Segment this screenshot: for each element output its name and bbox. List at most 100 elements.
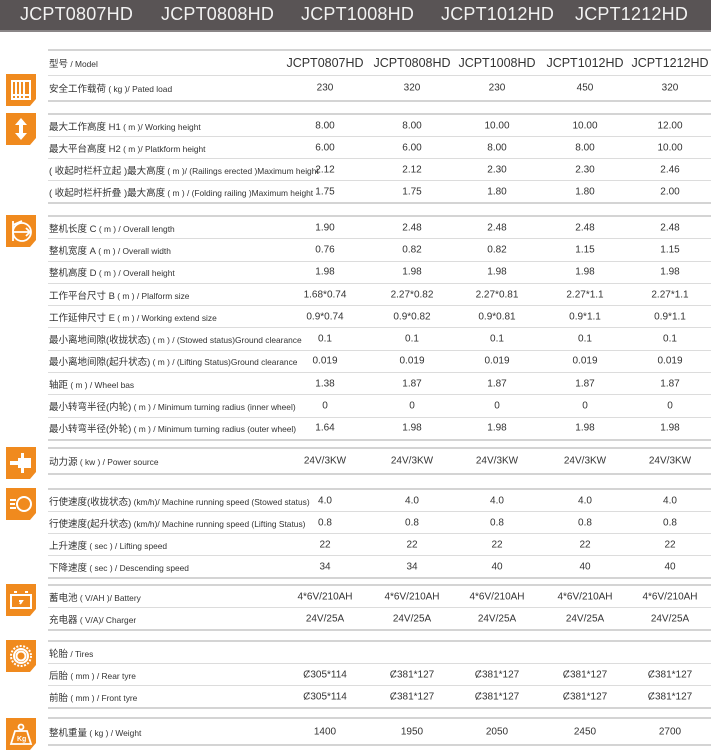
spec-label-en: (km/h)/ Machine running speed (Lifting S… [131, 518, 306, 529]
spec-value: 1.98 [487, 422, 507, 434]
spec-label-en: ( m ) / Overall length [96, 223, 175, 234]
spec-row: 动力源 ( kw ) / Power source 24V/3KW 24V/3KW 2… [48, 449, 711, 473]
spec-value: 1.80 [575, 186, 595, 197]
spec-label: 整机重量 ( kg ) / Weight [49, 725, 141, 739]
spec-value: JCPT0808HD [373, 56, 451, 70]
spec-label-en: ( V/A)/ Charger [77, 614, 137, 625]
spec-value: 1.98 [402, 422, 422, 434]
spec-value: 0 [582, 400, 588, 412]
spec-label-en: ( mm ) / Rear tyre [68, 670, 136, 681]
spec-label-cn: 充电器 [49, 614, 78, 626]
weight-kg-icon: Kg [6, 718, 36, 750]
spec-label-en: ( m ) / Plalform size [114, 290, 190, 301]
spec-value: 4*6V/210AH [469, 591, 525, 602]
spec-value: 1.98 [315, 266, 335, 278]
spec-value: 4*6V/210AH [384, 591, 440, 602]
spec-value: 2.12 [402, 164, 422, 175]
spec-group: 动力源 ( kw ) / Power source 24V/3KW 24V/3KW 2… [0, 447, 711, 479]
spec-value: 22 [579, 539, 591, 550]
spec-label-cn: 动力源 [49, 457, 78, 468]
spec-value: 24V/3KW [563, 455, 607, 467]
spec-row: ( 收起时栏杆立起 )最大高度 ( m )/ (Railings erected… [48, 158, 711, 180]
spec-value: 1.87 [402, 378, 422, 390]
spec-value: JCPT1212HD [631, 56, 709, 70]
spec-label-en: ( m ) / (Lifting Status)Ground clearance [150, 357, 298, 368]
spec-value: 230 [488, 82, 506, 94]
spec-label-cn: 轮胎 [49, 648, 69, 660]
spec-value: 4.0 [578, 495, 592, 506]
spec-row: 轴距 ( m ) / Wheel bas 1.38 1.87 1.87 1.87 1.87 [48, 372, 711, 394]
spec-value: 4.0 [663, 495, 677, 506]
spec-label-cn: 最小离地间隙(起升状态) [49, 357, 151, 369]
spec-row: 最小离地间隙(起升状态) ( m ) / (Lifting Status)Gro… [48, 349, 711, 372]
spec-label-en: ( m ) / (Folding railing )Maximum height [165, 187, 314, 198]
spec-label-cn: ( 收起时栏杆折叠 )最大高度 [49, 187, 166, 199]
tire-icon [6, 640, 36, 672]
spec-value: 8.00 [575, 142, 595, 153]
spec-value: 8.00 [487, 142, 507, 153]
spec-value: 24V/3KW [303, 455, 347, 467]
spec-value: 0 [322, 400, 328, 412]
spec-row: 前胎 ( mm ) / Front tyre Ȼ305*114 Ȼ381*127 Ȼ3… [48, 685, 711, 707]
guardrail-icon [6, 74, 36, 106]
spec-value: 4.0 [490, 495, 504, 506]
spec-group: 轮胎 / Tires 后胎 ( mm ) / Rear tyre Ȼ305*114 Ȼ… [0, 640, 711, 709]
spec-label-cn: 前胎 [49, 692, 69, 704]
spec-row: ( 收起时栏杆折叠 )最大高度 ( m ) / (Folding railing… [48, 180, 711, 202]
spec-group: 行使速度(收拢状态) (km/h)/ Machine running speed… [0, 488, 711, 579]
spec-value: JCPT1012HD [546, 56, 624, 70]
spec-value: 22 [491, 539, 503, 550]
spec-value: 0.1 [578, 333, 592, 345]
spec-value: 2700 [658, 726, 682, 737]
spec-value: JCPT0807HD [286, 56, 364, 70]
spec-label-en: ( kw ) / Power source [77, 457, 159, 467]
spec-label-en: / Model [68, 59, 98, 69]
spec-value: 0.82 [402, 244, 422, 256]
spec-value: 230 [316, 82, 334, 94]
spec-value: 1.98 [402, 266, 422, 278]
spec-value: 24V/25A [565, 613, 605, 624]
spec-value: 0.019 [572, 355, 598, 367]
spec-label-en: ( m )/ Platkform height [120, 143, 206, 154]
spec-label: ( 收起时栏杆折叠 )最大高度 ( m ) / (Folding railing… [49, 185, 313, 199]
spec-value: 0.9*0.81 [478, 311, 516, 323]
spec-value: 2.27*0.82 [390, 289, 434, 301]
spec-value: 1.75 [315, 186, 335, 197]
banner-model: JCPT1012HD [441, 4, 555, 24]
spec-value: 24V/25A [305, 613, 345, 624]
spec-value: 1.87 [487, 378, 507, 390]
spec-label: 下降速度 ( sec ) / Descending speed [49, 560, 189, 574]
spec-value: 0.9*1.1 [569, 311, 601, 323]
spec-value: 2.46 [660, 164, 680, 175]
spec-group: 最大工作高度 H1 ( m )/ Working height 8.00 8.00 1… [0, 113, 711, 204]
banner-model: JCPT1212HD [575, 4, 689, 24]
dimensions-icon [6, 215, 36, 247]
spec-label: 最大平台高度 H2 ( m )/ Platkform height [49, 141, 206, 155]
banner-model: JCPT0808HD [161, 4, 275, 24]
spec-value: 24V/25A [650, 613, 690, 624]
banner-model: JCPT1008HD [301, 4, 415, 24]
spec-value: Ȼ381*127 [389, 691, 435, 702]
spec-label-cn: 下降速度 [49, 562, 88, 574]
spec-label-en: / Tires [68, 648, 94, 659]
spec-row: 行使速度(收拢状态) (km/h)/ Machine running speed… [48, 490, 711, 511]
spec-row: 行使速度(起升状态) (km/h)/ Machine running speed… [48, 511, 711, 533]
spec-value: 0.019 [312, 355, 338, 367]
spec-value: Ȼ381*127 [474, 669, 520, 680]
spec-label-en: ( m ) / Overall width [95, 245, 171, 256]
spec-label: 工作延伸尺寸 E ( m ) / Working extend size [49, 310, 217, 324]
spec-label-cn: 工作延伸尺寸 E [49, 312, 115, 324]
spec-label: 充电器 ( V/A)/ Charger [49, 612, 136, 626]
spec-row: 整机宽度 A ( m ) / Overall width 0.76 0.82 0.82… [48, 238, 711, 260]
spec-label: 整机高度 D ( m ) / Overall height [49, 265, 175, 279]
spec-value: 2.30 [575, 164, 595, 175]
spec-label-en: ( sec ) / Descending speed [87, 562, 189, 573]
spec-label: 型号 / Model [49, 56, 98, 70]
spec-value: 40 [491, 561, 503, 572]
spec-label: 前胎 ( mm ) / Front tyre [49, 690, 137, 704]
spec-label-en: ( V/AH )/ Battery [77, 592, 141, 603]
spec-value: 6.00 [402, 142, 422, 153]
spec-label-cn: 上升速度 [49, 540, 88, 552]
spec-label: 行使速度(收拢状态) (km/h)/ Machine running speed… [49, 494, 310, 508]
power-plug-icon [6, 447, 36, 479]
